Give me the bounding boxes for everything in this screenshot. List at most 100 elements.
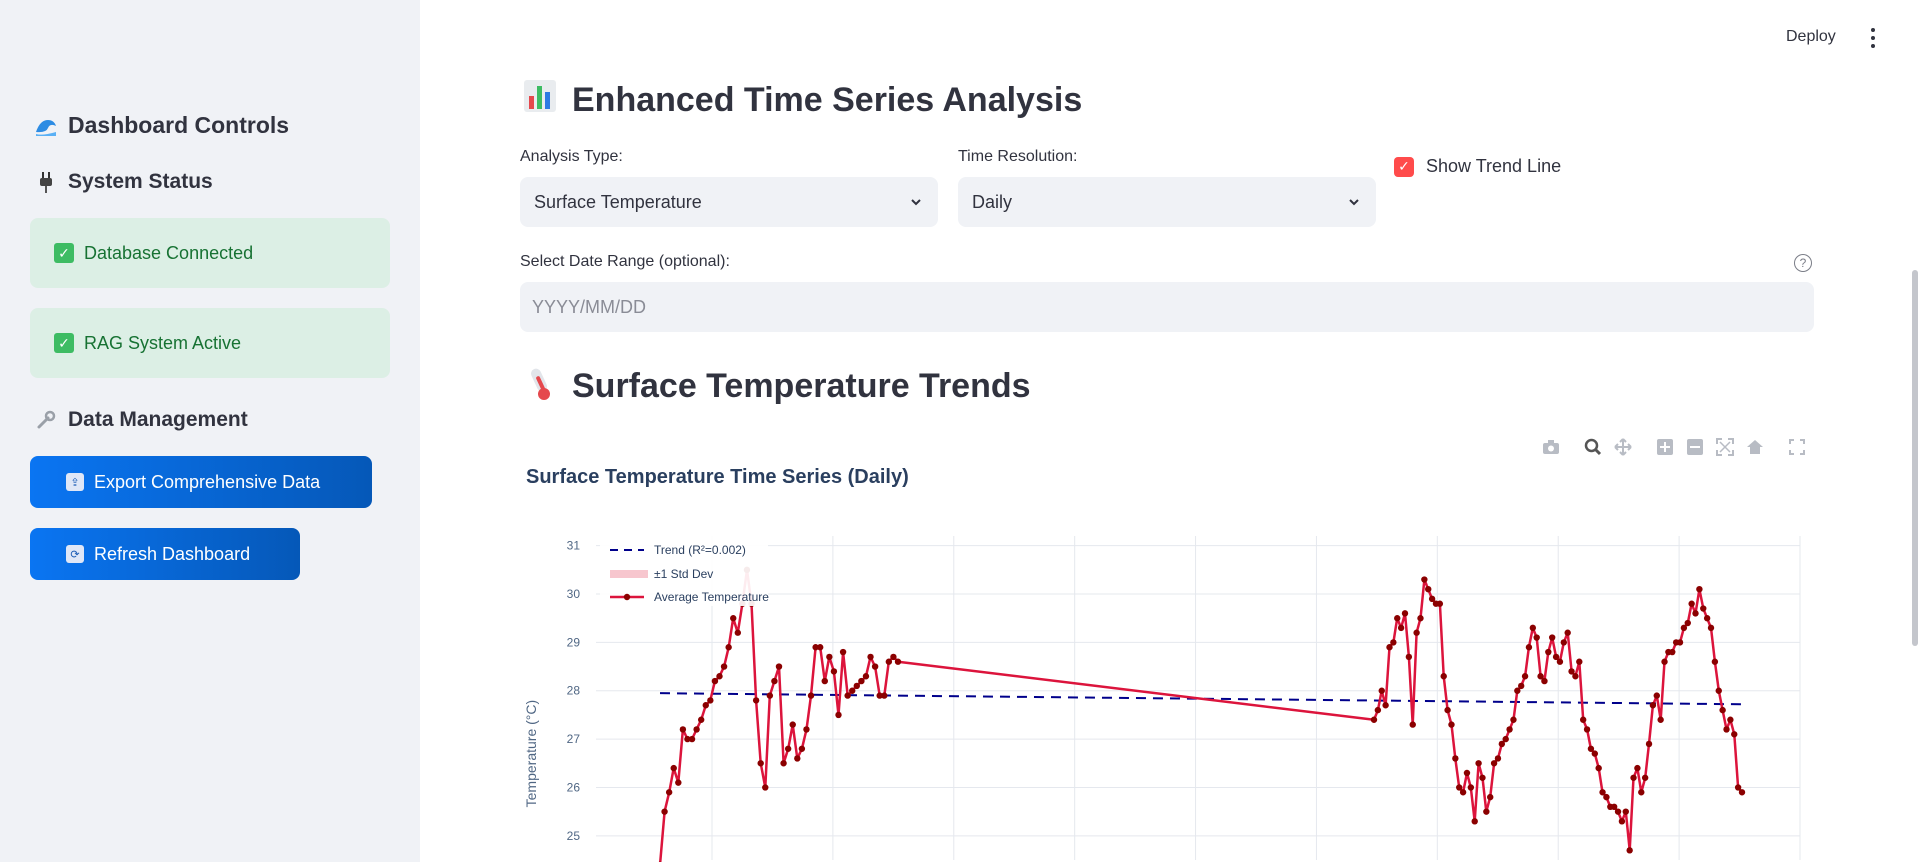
analysis-type-select[interactable]: Surface Temperature xyxy=(520,177,938,227)
data-point xyxy=(1374,706,1382,714)
export-data-button[interactable]: ⇪ Export Comprehensive Data xyxy=(30,456,372,508)
plug-icon xyxy=(34,170,58,194)
data-point xyxy=(807,692,815,699)
chevron-down-icon xyxy=(911,199,921,206)
data-point xyxy=(858,677,865,685)
data-point xyxy=(1409,721,1416,728)
data-point xyxy=(1459,789,1467,796)
data-point xyxy=(1572,673,1579,680)
data-point xyxy=(821,677,828,685)
data-point xyxy=(1521,673,1529,680)
data-point xyxy=(867,653,874,661)
data-point xyxy=(803,726,810,733)
data-point xyxy=(1564,629,1571,636)
data-point xyxy=(1688,600,1695,607)
data-point xyxy=(1498,740,1506,748)
data-point xyxy=(766,692,774,699)
zoom-icon[interactable] xyxy=(1582,436,1604,458)
autoscale-icon[interactable] xyxy=(1714,436,1736,458)
data-point xyxy=(871,663,879,670)
data-point xyxy=(1556,658,1564,665)
data-point xyxy=(1545,648,1552,656)
data-point xyxy=(812,644,819,651)
data-point xyxy=(1591,750,1599,757)
data-point xyxy=(862,673,870,680)
camera-icon[interactable] xyxy=(1540,436,1562,458)
data-point xyxy=(1715,687,1722,694)
data-point xyxy=(835,711,842,719)
data-point xyxy=(1506,726,1513,733)
legend-trend-label: Trend (R²=0.002) xyxy=(654,543,746,557)
data-point xyxy=(1417,615,1424,622)
pan-icon[interactable] xyxy=(1612,436,1634,458)
data-point xyxy=(684,735,691,743)
legend-series-marker xyxy=(623,593,631,601)
trend-line-label: Show Trend Line xyxy=(1426,156,1562,176)
data-point xyxy=(1641,774,1649,781)
scrollbar[interactable] xyxy=(1912,270,1918,646)
status-rag-label: RAG System Active xyxy=(84,332,242,353)
temperature-chart[interactable]: 25 26 27 28 29 30 31 Temperature (°C) Trend (R²=… xyxy=(520,530,1810,862)
system-status-heading: System Status xyxy=(34,170,213,194)
data-management-heading: Data Management xyxy=(34,408,248,432)
data-point xyxy=(1533,634,1540,641)
data-point xyxy=(1626,847,1633,854)
data-point xyxy=(697,716,705,723)
data-point xyxy=(1479,774,1486,781)
zoom-out-icon[interactable] xyxy=(1684,436,1706,458)
bar-chart-icon xyxy=(522,78,558,123)
data-point xyxy=(1676,639,1684,646)
trend-line-toggle[interactable]: ✓ Show Trend Line xyxy=(1394,156,1561,177)
chart-modebar xyxy=(1540,436,1808,458)
legend-std-label: ±1 Std Dev xyxy=(654,567,713,581)
data-point xyxy=(1475,760,1482,767)
data-management-label: Data Management xyxy=(68,408,248,431)
system-status-label: System Status xyxy=(68,170,213,193)
y-tick-label: 27 xyxy=(567,732,581,746)
data-point xyxy=(693,726,700,733)
data-point xyxy=(1378,687,1385,694)
time-resolution-select[interactable]: Daily xyxy=(958,177,1376,227)
data-point xyxy=(1653,692,1660,699)
fullscreen-icon[interactable] xyxy=(1786,436,1808,458)
data-point xyxy=(1622,808,1629,815)
data-point xyxy=(1463,769,1471,777)
refresh-dashboard-button[interactable]: ⟳ Refresh Dashboard xyxy=(30,528,300,580)
date-range-input[interactable] xyxy=(520,282,1814,332)
data-point xyxy=(1425,585,1432,593)
help-icon[interactable]: ? xyxy=(1794,254,1812,272)
time-resolution-label: Time Resolution: xyxy=(958,148,1078,165)
data-point xyxy=(1440,673,1447,680)
checkbox-checked-icon[interactable]: ✓ xyxy=(1394,156,1414,177)
kebab-menu-icon[interactable] xyxy=(1866,26,1880,50)
data-point xyxy=(1382,702,1389,709)
data-point xyxy=(688,735,696,743)
data-point xyxy=(784,745,792,752)
data-point xyxy=(1490,760,1498,767)
data-point xyxy=(1727,716,1734,723)
legend-series-label: Average Temperature xyxy=(654,590,769,604)
data-point xyxy=(707,697,714,704)
data-point xyxy=(1436,600,1444,607)
data-point xyxy=(1614,808,1622,815)
y-tick-label: 25 xyxy=(567,829,581,843)
deploy-button[interactable]: Deploy xyxy=(1786,28,1836,45)
y-tick-label: 26 xyxy=(567,780,581,794)
page-title-text: Enhanced Time Series Analysis xyxy=(572,81,1083,119)
data-point xyxy=(675,779,682,786)
data-point xyxy=(794,755,801,762)
y-axis-label: Temperature (°C) xyxy=(523,700,539,808)
data-point xyxy=(1618,818,1626,825)
data-point xyxy=(1645,740,1653,748)
thermometer-icon xyxy=(522,362,558,411)
data-point xyxy=(1638,789,1645,796)
status-database: ✓ Database Connected xyxy=(30,218,390,288)
data-point xyxy=(1595,764,1602,772)
data-point xyxy=(1502,735,1509,743)
data-point xyxy=(1560,639,1568,646)
data-point xyxy=(826,653,833,661)
zoom-in-icon[interactable] xyxy=(1654,436,1676,458)
reset-axes-icon[interactable] xyxy=(1744,436,1766,458)
data-point xyxy=(1669,648,1676,656)
data-point xyxy=(711,677,719,685)
